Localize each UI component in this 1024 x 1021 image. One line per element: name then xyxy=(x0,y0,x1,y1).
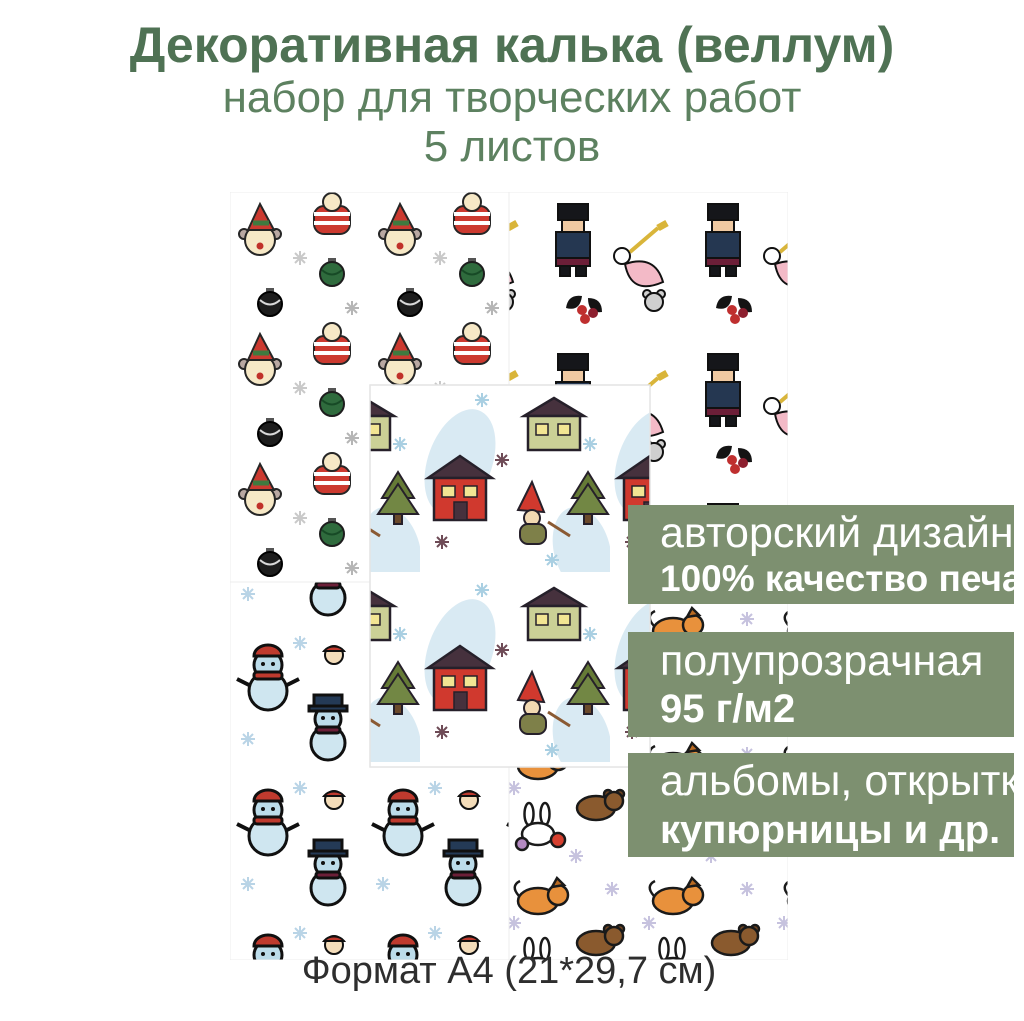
format-caption: Формат А4 (21*29,7 см) xyxy=(301,950,717,992)
badge-line-bold: 95 г/м2 xyxy=(660,687,796,732)
badge-author-design: авторский дизайн 100% качество печати xyxy=(628,505,1024,604)
sheet-count: 5 листов xyxy=(423,122,601,172)
header: Декоративная калька (веллум) набор для т… xyxy=(0,18,1024,172)
subtitle: набор для творческих работ xyxy=(222,73,802,122)
badge-translucency: полупрозрачная 95 г/м2 xyxy=(628,632,1014,737)
page-title: Декоративная калька (веллум) xyxy=(129,17,895,73)
badge-line-regular: альбомы, открытки, xyxy=(660,757,1024,806)
badge-line-bold: 100% качество печати xyxy=(660,557,1024,599)
badge-line-regular: авторский дизайн xyxy=(660,508,1014,557)
badge-line-regular: полупрозрачная xyxy=(660,636,984,685)
badge-use-cases: альбомы, открытки, купюрницы и др. xyxy=(628,753,1024,857)
sheet-houses-gnomes-pattern xyxy=(369,384,651,768)
badge-line-bold: купюрницы и др. xyxy=(660,807,1001,852)
